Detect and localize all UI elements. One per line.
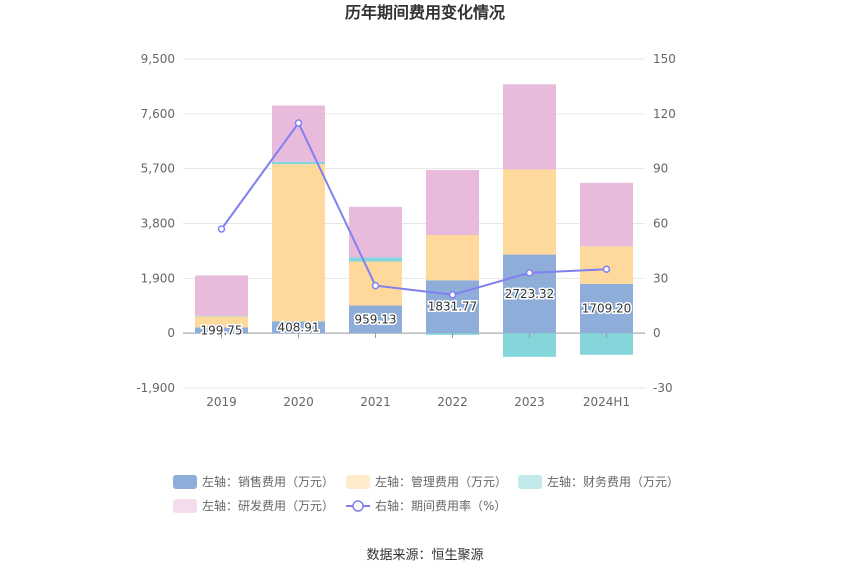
rate-line-point: [294, 119, 303, 127]
left-tick-label: 5,700: [141, 162, 175, 176]
rate-line-path: [220, 121, 607, 296]
data-labels: 199.75 408.91 959.13 1831.77 2723.32 1709.20: [199, 285, 633, 338]
right-tick-label: 150: [653, 52, 676, 66]
bar-segment: [272, 164, 325, 322]
bar-segment: [349, 257, 402, 262]
legend-swatch: [518, 475, 542, 489]
bar-segment: [426, 170, 479, 235]
bar-segment: [349, 305, 402, 334]
bar-segment: [195, 315, 248, 317]
legend-swatch: [173, 475, 197, 489]
rate-line: [217, 119, 611, 299]
bar-segment: [580, 182, 633, 247]
left-tick-label: 0: [167, 326, 175, 340]
bar-segment: [580, 283, 633, 334]
data-label: 199.75: [201, 323, 243, 337]
x-tick-label: 2019: [206, 395, 237, 409]
bar-segment: [272, 321, 325, 334]
left-tick-label: 1,900: [141, 271, 175, 285]
rate-line-point: [602, 265, 611, 273]
legend-swatch: [173, 499, 197, 513]
bar-segment: [426, 234, 479, 281]
bar-segment: [580, 333, 633, 355]
left-tick-label: 3,800: [141, 217, 175, 231]
right-tick-label: 120: [653, 107, 676, 121]
source-note: 数据来源：恒生聚源: [366, 548, 483, 563]
bar-segment: [580, 246, 633, 284]
x-axis: 2019 2020 2021 2022 2023 2024H1: [206, 333, 630, 409]
legend-swatch: [346, 475, 370, 489]
bar-segment: [503, 84, 556, 170]
bar-segment: [272, 105, 325, 162]
left-tick-label: 9,500: [141, 52, 175, 66]
gridlines: [183, 58, 645, 389]
rate-line-point: [448, 291, 457, 299]
chart-title: 历年期间费用变化情况: [345, 3, 505, 22]
x-tick-label: 2021: [360, 395, 391, 409]
left-tick-label: 7,600: [141, 107, 175, 121]
data-label: 1831.77: [428, 300, 478, 314]
bar-segment: [503, 169, 556, 255]
bar-segment: [272, 161, 325, 165]
legend-label: 右轴：期间费用率（%）: [375, 498, 506, 513]
right-tick-label: 90: [653, 162, 668, 176]
bar-segment: [195, 275, 248, 316]
data-label: 959.13: [355, 312, 397, 326]
x-tick-label: 2020: [283, 395, 314, 409]
data-label: 2723.32: [505, 287, 555, 301]
x-tick-label: 2023: [514, 395, 545, 409]
legend-label: 左轴：研发费用（万元）: [202, 498, 334, 513]
data-label: 1709.20: [582, 302, 632, 316]
bars: [195, 84, 633, 357]
right-tick-label: -30: [653, 381, 673, 395]
legend-label: 左轴：管理费用（万元）: [375, 474, 507, 489]
x-tick-label: 2024H1: [583, 395, 630, 409]
legend-label: 左轴：财务费用（万元）: [547, 474, 679, 489]
bar-segment: [349, 206, 402, 258]
legend-marker: [352, 500, 364, 512]
rate-line-point: [525, 269, 534, 277]
data-label: 408.91: [278, 320, 320, 334]
right-tick-label: 0: [653, 326, 661, 340]
bar-segment: [195, 327, 248, 334]
left-axis: 9,500 7,600 5,700 3,800 1,900 0 -1,900: [136, 52, 175, 395]
bar-segment: [195, 316, 248, 328]
right-axis: 150 120 90 60 30 0 -30: [653, 52, 676, 395]
bar-segment: [503, 254, 556, 334]
bar-segment: [503, 333, 556, 357]
legend-label: 左轴：销售费用（万元）: [202, 474, 334, 489]
rate-line-point: [217, 225, 226, 233]
right-tick-label: 30: [653, 271, 668, 285]
left-tick-label: -1,900: [136, 381, 175, 395]
rate-line-point: [371, 281, 380, 290]
legend: 左轴：销售费用（万元） 左轴：管理费用（万元） 左轴：财务费用（万元） 左轴：研发费用…: [173, 474, 679, 513]
x-tick-label: 2022: [437, 395, 468, 409]
right-tick-label: 60: [653, 217, 668, 231]
